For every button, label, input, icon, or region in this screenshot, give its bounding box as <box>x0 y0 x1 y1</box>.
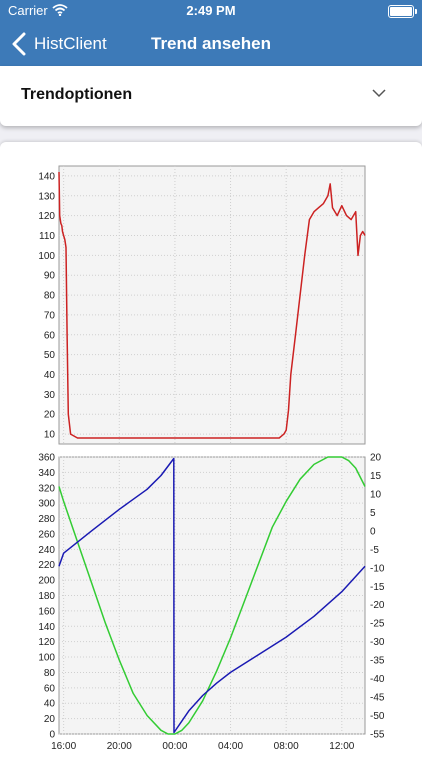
y2-tick-label: 20 <box>370 453 382 464</box>
y-tick-label: 100 <box>38 251 55 262</box>
y-tick-label: 0 <box>49 730 55 741</box>
y-tick-label: 110 <box>39 231 55 242</box>
y2-tick-label: -25 <box>370 619 385 630</box>
y-tick-label: 220 <box>38 560 55 571</box>
navigation-bar: HistClient Trend ansehen <box>0 22 422 66</box>
y-tick-label: 30 <box>44 390 56 401</box>
y-tick-label: 120 <box>38 211 55 222</box>
y-tick-label: 140 <box>38 622 55 633</box>
y-tick-label: 60 <box>44 330 56 341</box>
y-tick-label: 90 <box>44 271 56 282</box>
status-bar: Carrier 2:49 PM <box>0 0 422 22</box>
y-tick-label: 280 <box>38 514 55 525</box>
x-tick-label: 00:00 <box>162 741 187 752</box>
x-tick-label: 12:00 <box>329 741 354 752</box>
y-tick-label: 20 <box>44 714 56 725</box>
y2-tick-label: -30 <box>370 637 385 648</box>
trend-options-header[interactable]: Trendoptionen <box>0 66 422 126</box>
y-tick-label: 80 <box>44 668 56 679</box>
carrier-label: Carrier <box>8 3 48 18</box>
trend-chart-bottom: 0204060801001201401601802002202402602803… <box>38 453 385 753</box>
y-tick-label: 140 <box>38 171 55 182</box>
y2-tick-label: 10 <box>370 489 382 500</box>
x-tick-label: 16:00 <box>51 741 76 752</box>
y2-tick-label: -5 <box>370 545 379 556</box>
y2-tick-label: -40 <box>370 674 385 685</box>
series-line-1 <box>58 456 366 735</box>
y-tick-label: 70 <box>44 310 56 321</box>
series-line-2 <box>58 457 366 734</box>
y-tick-label: 20 <box>44 410 56 421</box>
y2-tick-label: -15 <box>370 582 385 593</box>
y2-tick-label: 0 <box>370 526 376 537</box>
x-tick-label: 04:00 <box>218 741 243 752</box>
y-tick-label: 100 <box>38 653 55 664</box>
series-line-1 <box>58 171 366 439</box>
y2-tick-label: 5 <box>370 508 376 519</box>
wifi-icon <box>52 4 68 16</box>
y-tick-label: 200 <box>38 576 55 587</box>
y2-tick-label: -55 <box>370 730 385 741</box>
y-tick-label: 10 <box>44 430 56 441</box>
x-tick-label: 08:00 <box>274 741 299 752</box>
y-tick-label: 80 <box>44 291 56 302</box>
x-tick-label: 20:00 <box>107 741 132 752</box>
chevron-down-icon <box>372 89 386 98</box>
y-tick-label: 260 <box>38 529 55 540</box>
y-tick-label: 50 <box>44 350 56 361</box>
y-tick-label: 60 <box>44 683 56 694</box>
trend-options-label: Trendoptionen <box>21 86 133 103</box>
back-button-label: HistClient <box>34 34 107 53</box>
battery-icon <box>388 5 417 18</box>
y2-tick-label: -20 <box>370 600 385 611</box>
y-tick-label: 120 <box>38 637 55 648</box>
y-tick-label: 180 <box>38 591 55 602</box>
y-tick-label: 130 <box>38 191 55 202</box>
y-tick-label: 40 <box>44 699 56 710</box>
y-tick-label: 320 <box>38 483 55 494</box>
y-tick-label: 340 <box>38 468 55 479</box>
y2-tick-label: -35 <box>370 656 385 667</box>
trend-chart-top: 10 20 30 40 50 60 70 80 90 100 110 120 130 140 <box>38 165 366 445</box>
chevron-left-icon <box>12 32 26 56</box>
y-tick-label: 160 <box>38 606 55 617</box>
y-tick-label: 240 <box>38 545 55 556</box>
trend-chart-card: 10 20 30 40 50 60 70 80 90 100 110 120 130 140 0 20 40 6… <box>0 142 422 762</box>
clock: 2:49 PM <box>186 3 236 18</box>
y-tick-label: 300 <box>38 499 55 510</box>
y2-tick-label: -45 <box>370 693 385 704</box>
y-tick-label: 40 <box>44 370 56 381</box>
y2-tick-label: -50 <box>370 711 385 722</box>
back-button[interactable]: HistClient <box>10 31 107 57</box>
y2-tick-label: 15 <box>370 471 382 482</box>
y-tick-label: 360 <box>38 453 55 464</box>
y2-tick-label: -10 <box>370 563 385 574</box>
